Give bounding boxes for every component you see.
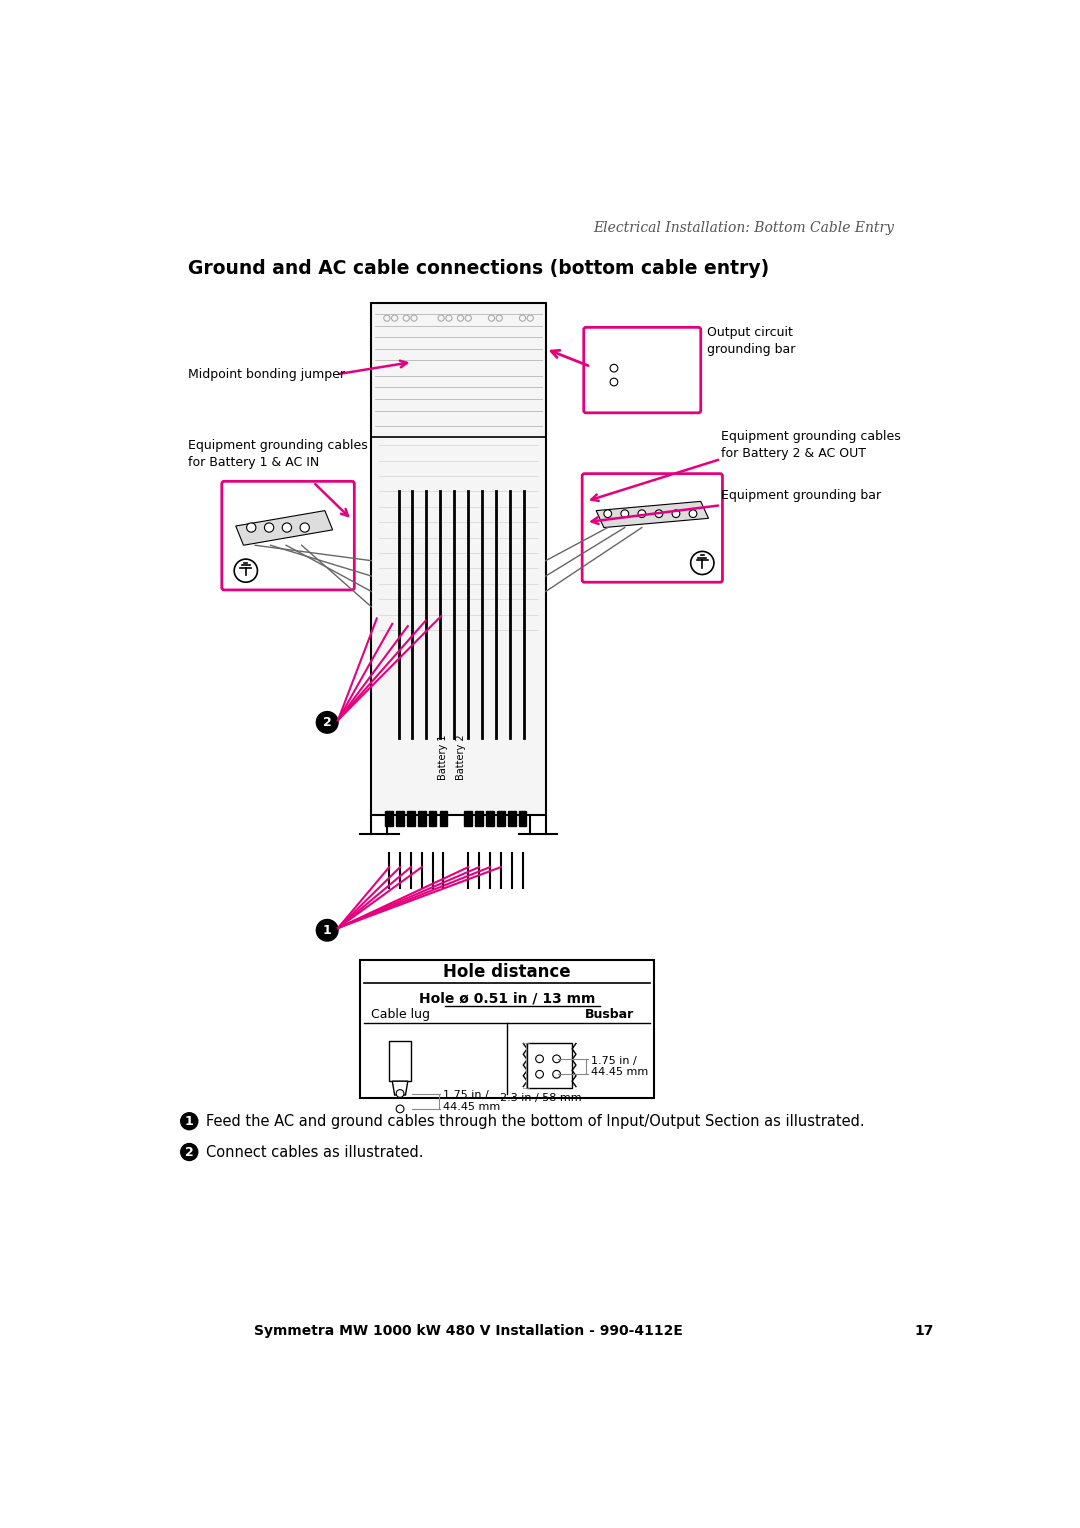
Text: Output circuit
grounding bar: Output circuit grounding bar [707,325,795,356]
Text: Battery 1: Battery 1 [438,735,448,781]
Circle shape [265,523,273,532]
Text: Electrical Installation: Bottom Cable Entry: Electrical Installation: Bottom Cable En… [594,222,894,235]
Text: 1.75 in /
44.45 mm: 1.75 in / 44.45 mm [591,1056,648,1077]
Circle shape [691,552,714,575]
Text: 2: 2 [185,1146,193,1158]
Circle shape [396,1089,404,1097]
Bar [429,811,436,827]
Circle shape [180,1143,198,1160]
Text: Symmetra MW 1000 kW 480 V Installation - 990-4112E: Symmetra MW 1000 kW 480 V Installation -… [254,1323,683,1337]
Circle shape [234,559,257,582]
Circle shape [610,377,618,387]
Bar [418,811,426,827]
Circle shape [536,1054,543,1062]
Circle shape [180,1112,198,1129]
Text: Cable lug: Cable lug [370,1008,430,1021]
Polygon shape [596,501,708,527]
Text: Battery 2: Battery 2 [456,735,465,781]
Text: Hole ø 0.51 in / 13 mm: Hole ø 0.51 in / 13 mm [419,992,595,1005]
FancyBboxPatch shape [582,474,723,582]
Text: Equipment grounding cables
for Battery 2 & AC OUT: Equipment grounding cables for Battery 2… [721,431,901,460]
Bar [396,811,404,827]
Polygon shape [392,1082,408,1096]
Circle shape [604,510,611,518]
Bar [527,1044,572,1088]
Bar [360,960,654,1099]
Text: Hole distance: Hole distance [443,963,571,981]
Bar [464,811,472,827]
Circle shape [553,1054,561,1062]
Text: Equipment grounding cables
for Battery 1 & AC IN: Equipment grounding cables for Battery 1… [188,440,367,469]
Bar [372,303,545,814]
FancyBboxPatch shape [583,327,701,413]
Text: 2.3 in / 58 mm: 2.3 in / 58 mm [500,1093,581,1103]
Circle shape [316,920,338,941]
Circle shape [689,510,697,518]
Text: Equipment grounding bar: Equipment grounding bar [721,489,881,501]
Text: Busbar: Busbar [584,1008,634,1021]
Circle shape [316,712,338,733]
Text: Feed the AC and ground cables through the bottom of Input/Output Section as illu: Feed the AC and ground cables through th… [206,1114,865,1129]
Bar [486,811,494,827]
Bar [508,811,515,827]
Bar [389,1041,410,1082]
Bar [386,811,393,827]
Text: Connect cables as illustrated.: Connect cables as illustrated. [206,1144,423,1160]
Circle shape [396,1105,404,1112]
Text: 1: 1 [185,1115,193,1128]
Circle shape [638,510,646,518]
Text: 1: 1 [323,924,332,937]
Text: 17: 17 [915,1323,933,1337]
Circle shape [553,1071,561,1079]
Text: 2: 2 [323,715,332,729]
FancyBboxPatch shape [221,481,354,590]
Circle shape [621,510,629,518]
Polygon shape [235,510,333,545]
Bar [518,811,526,827]
Bar [475,811,483,827]
Text: Ground and AC cable connections (bottom cable entry): Ground and AC cable connections (bottom … [188,258,769,278]
Bar [440,811,447,827]
Circle shape [610,364,618,371]
Text: 1.75 in /
44.45 mm: 1.75 in / 44.45 mm [444,1091,501,1112]
Text: Midpoint bonding jumper: Midpoint bonding jumper [188,368,345,380]
Circle shape [246,523,256,532]
Bar [407,811,415,827]
Circle shape [536,1071,543,1079]
Bar [497,811,504,827]
Circle shape [300,523,309,532]
Circle shape [282,523,292,532]
Circle shape [656,510,663,518]
Circle shape [672,510,679,518]
